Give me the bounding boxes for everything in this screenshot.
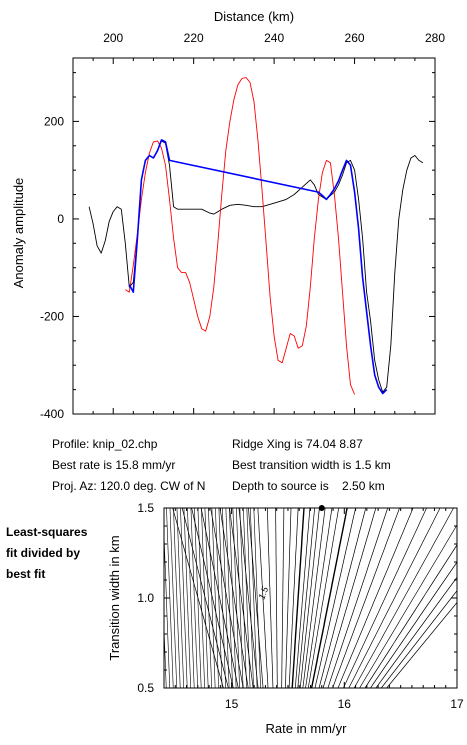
- steep-contour-line: [253, 508, 261, 688]
- profile-y-tick-label: 200: [44, 114, 64, 128]
- misfit-contour-right: [386, 601, 457, 688]
- source-depth-text: Depth to source is 2.50 km: [232, 479, 385, 493]
- misfit-contour-right: [332, 508, 400, 688]
- misfit-contour-left: [248, 508, 264, 688]
- steep-contour-line: [232, 508, 240, 688]
- misfit-contour-left: [299, 508, 320, 688]
- misfit-contour-right: [348, 508, 441, 688]
- misfit-contour-left: [297, 508, 316, 688]
- profile-x-tick-label: 200: [103, 31, 123, 45]
- steep-contour-line: [222, 508, 230, 688]
- misfit-contour-left: [291, 508, 305, 688]
- contour-y-tick-label: 1.0: [137, 591, 154, 605]
- profile-x-axis-label: Distance (km): [214, 9, 294, 24]
- contour-x-tick-label: 15: [225, 697, 239, 711]
- steep-contour-line: [246, 508, 254, 688]
- fitted-window-line: [128, 139, 388, 395]
- misfit-contour-chart: 15 16 17 0.5 1.0 1.5 1.5 Rate in mm/yr Transi…: [107, 501, 464, 736]
- misfit-contour-right: [375, 576, 457, 688]
- profile-chart: 200 220 240 260 280 -400 -200 0 200 Distance (km…: [11, 9, 445, 421]
- misfit-contour-left: [275, 508, 278, 688]
- profile-x-tick-label: 280: [425, 31, 445, 45]
- misfit-contour-right: [353, 508, 454, 688]
- steep-contour-line: [236, 508, 244, 688]
- misfit-contour-left: [266, 508, 274, 688]
- contour-x-axis-label: Rate in mm/yr: [266, 721, 348, 736]
- best-fit-marker: [318, 505, 325, 511]
- misfit-contour-left: [191, 508, 234, 688]
- misfit-contour-left: [210, 508, 244, 688]
- steep-contour-line: [190, 508, 198, 688]
- misfit-contour-right: [322, 508, 377, 688]
- steep-contour-line: [173, 508, 181, 688]
- model-anomaly-line: [125, 77, 356, 395]
- caption-line-2: fit divided by: [6, 546, 81, 560]
- misfit-contour-left: [288, 508, 299, 688]
- profile-y-tick-label: -400: [40, 407, 64, 421]
- misfit-contour-left: [200, 508, 239, 688]
- caption-line-1: Least-squares: [6, 525, 88, 539]
- steep-contour-line: [164, 620, 167, 688]
- misfit-contour-right: [370, 561, 457, 688]
- steep-contour-line: [215, 508, 223, 688]
- misfit-contour-left: [181, 508, 229, 688]
- caption-line-3: best fit: [6, 567, 46, 581]
- best-rate-text: Best rate is 15.8 mm/yr: [52, 458, 176, 472]
- misfit-contour-left: [219, 508, 249, 688]
- misfit-contour-left: [238, 508, 259, 688]
- misfit-contour-right: [302, 508, 326, 688]
- ridge-crossing-text: Ridge Xing is 74.04 8.87: [232, 437, 363, 451]
- profile-x-tick-label: 240: [264, 31, 284, 45]
- contour-x-tick-label: 16: [338, 697, 352, 711]
- misfit-contour-right: [359, 524, 457, 688]
- misfit-contour-right: [307, 508, 340, 688]
- steep-contour-line: [201, 508, 209, 688]
- misfit-contour-right: [318, 508, 367, 688]
- steep-contour-line: [180, 508, 188, 688]
- steep-contour-line: [243, 508, 251, 688]
- misfit-contour-right: [305, 508, 333, 688]
- contour-y-axis-label: Transition width in km: [107, 535, 122, 660]
- misfit-contour-right: [327, 508, 389, 688]
- misfit-contour-right: [364, 544, 457, 688]
- steep-contour-line: [208, 508, 216, 688]
- misfit-contour-right: [343, 508, 427, 688]
- profile-y-axis-label: Anomaly amplitude: [11, 178, 26, 289]
- steep-contour-line: [176, 508, 185, 688]
- steep-contour-line: [218, 508, 226, 688]
- misfit-contour-left: [281, 508, 285, 688]
- steep-contour-line: [197, 508, 205, 688]
- misfit-contour-right: [314, 508, 356, 688]
- profile-y-tick-label: -200: [40, 309, 64, 323]
- profile-x-tick-label: 260: [345, 31, 365, 45]
- steep-contour-line: [194, 508, 202, 688]
- contour-y-tick-label: 1.5: [137, 501, 154, 515]
- profile-x-tick-label: 220: [184, 31, 204, 45]
- steep-contour-line: [239, 508, 247, 688]
- profile-file-text: Profile: knip_02.chp: [52, 437, 158, 451]
- steep-contour-line: [169, 508, 178, 688]
- profile-plot-frame: [72, 57, 436, 415]
- best-width-text: Best transition width is 1.5 km: [232, 458, 391, 472]
- misfit-contour-left: [294, 508, 311, 688]
- misfit-contour-right: [310, 508, 348, 688]
- steep-contour-line: [211, 508, 219, 688]
- steep-contour-line: [183, 508, 192, 688]
- steep-contour-line: [225, 508, 233, 688]
- projection-azimuth-text: Proj. Az: 120.0 deg. CW of N: [52, 479, 206, 493]
- profile-y-tick-label: 0: [57, 212, 64, 226]
- misfit-contour-left: [257, 508, 269, 688]
- steep-contour-line: [187, 508, 195, 688]
- contour-y-tick-label: 0.5: [137, 681, 154, 695]
- steep-contour-line: [204, 508, 212, 688]
- misfit-contour-right: [337, 508, 414, 688]
- contour-caption: Least-squares fit divided by best fit: [6, 522, 87, 585]
- contour-inline-label: 1.5: [256, 585, 270, 601]
- misfit-contour-left: [285, 508, 292, 688]
- contour-x-tick-label: 17: [450, 697, 464, 711]
- steep-contour-line: [229, 508, 237, 688]
- steep-contour-line: [250, 508, 258, 688]
